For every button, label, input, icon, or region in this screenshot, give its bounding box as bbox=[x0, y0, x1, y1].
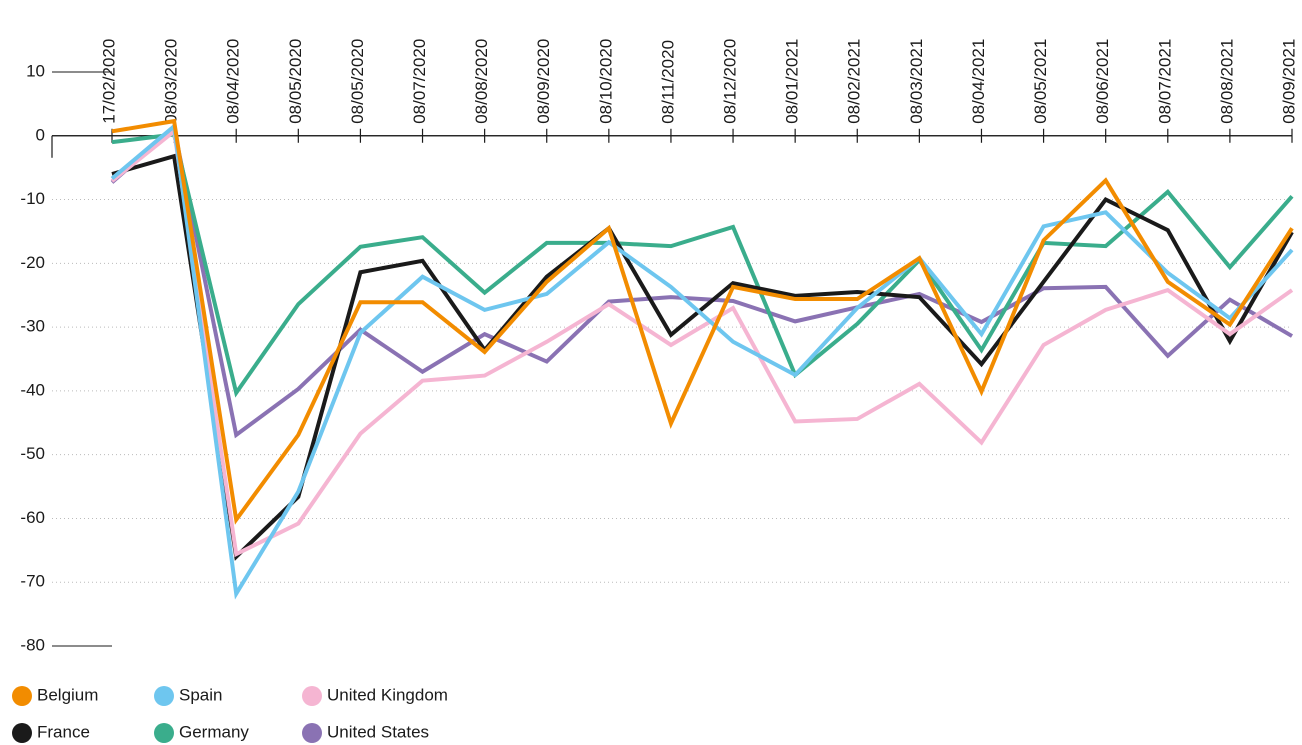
x-tick-label: 08/03/2020 bbox=[162, 39, 181, 124]
y-tick-label: -10 bbox=[20, 189, 45, 208]
legend-swatch bbox=[154, 686, 174, 706]
series-line bbox=[111, 132, 1294, 398]
x-tick-label: 08/09/2021 bbox=[1279, 39, 1298, 124]
legend-label: Germany bbox=[179, 722, 249, 741]
legend-label: Spain bbox=[179, 685, 222, 704]
x-tick-label: 08/06/2021 bbox=[1093, 39, 1112, 124]
legend-label: United States bbox=[327, 722, 429, 741]
x-tick-label: 08/05/2020 bbox=[348, 39, 367, 124]
legend-swatch bbox=[302, 723, 322, 743]
legend-swatch bbox=[12, 686, 32, 706]
y-tick-label: 10 bbox=[26, 61, 45, 80]
y-tick-label: -40 bbox=[20, 380, 45, 399]
y-tick-label: -70 bbox=[20, 572, 45, 591]
y-tick-label: -30 bbox=[20, 317, 45, 336]
x-tick-label: 08/02/2021 bbox=[845, 39, 864, 124]
x-tick-label: 08/05/2020 bbox=[286, 39, 305, 124]
x-tick-label: 08/08/2021 bbox=[1217, 39, 1236, 124]
y-tick-label: 0 bbox=[36, 125, 45, 144]
legend-label: France bbox=[37, 722, 90, 741]
x-tick-label: 08/01/2021 bbox=[783, 39, 802, 124]
legend-label: Belgium bbox=[37, 685, 98, 704]
legend-label: United Kingdom bbox=[327, 685, 448, 704]
series-line bbox=[110, 124, 1294, 439]
x-tick-label: 08/03/2021 bbox=[907, 39, 926, 124]
x-tick-label: 08/12/2020 bbox=[721, 39, 740, 124]
series-line bbox=[111, 118, 1294, 525]
y-tick-label: -20 bbox=[20, 253, 45, 272]
x-tick-label: 08/09/2020 bbox=[534, 39, 553, 124]
x-tick-label: 08/11/2020 bbox=[658, 40, 677, 124]
x-tick-label: 08/07/2020 bbox=[410, 39, 429, 124]
series-line bbox=[110, 122, 1294, 600]
x-tick-label: 17/02/2020 bbox=[99, 39, 118, 124]
x-tick-label: 08/07/2021 bbox=[1155, 39, 1174, 124]
x-tick-label: 08/05/2021 bbox=[1031, 39, 1050, 124]
legend-swatch bbox=[12, 723, 32, 743]
legend-swatch bbox=[302, 686, 322, 706]
y-tick-label: -80 bbox=[20, 635, 45, 654]
x-tick-label: 08/10/2020 bbox=[596, 39, 615, 124]
y-tick-label: -50 bbox=[20, 444, 45, 463]
x-tick-label: 08/08/2020 bbox=[472, 39, 491, 124]
x-tick-label: 08/04/2021 bbox=[969, 39, 988, 124]
series-line bbox=[110, 127, 1294, 558]
x-tick-label: 08/04/2020 bbox=[224, 39, 243, 124]
legend-swatch bbox=[154, 723, 174, 743]
y-tick-label: -60 bbox=[20, 508, 45, 527]
